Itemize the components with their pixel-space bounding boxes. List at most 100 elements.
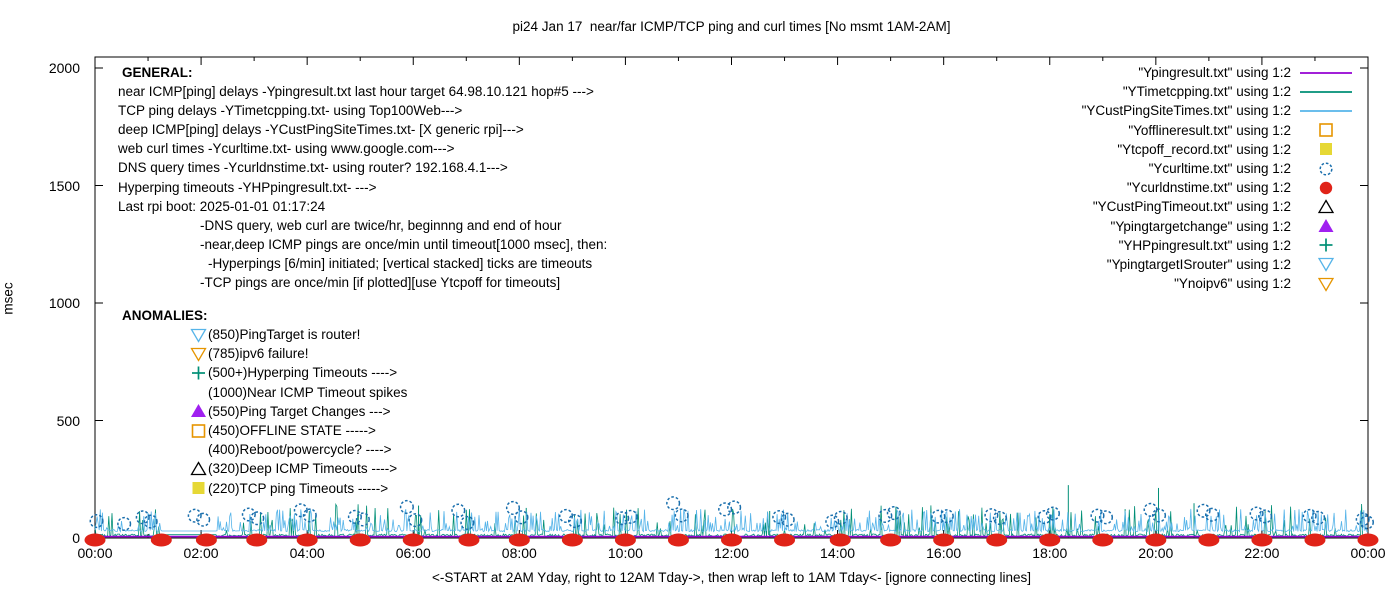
legend-square-filled-icon — [1297, 141, 1355, 157]
legend-entry: "Ycurltime.txt" using 1:2 — [1082, 159, 1355, 178]
curl-point — [1258, 509, 1273, 524]
general-line: DNS query times -Ycurldnstime.txt- using… — [118, 160, 508, 176]
anomaly-item: (220)TCP ping Timeouts -----> — [118, 479, 407, 498]
x-tick-label: 00:00 — [1350, 545, 1386, 561]
y-tick-label: 1000 — [48, 295, 80, 311]
general-line: deep ICMP[ping] delays -YCustPingSiteTim… — [118, 122, 524, 138]
curl-point — [460, 515, 475, 531]
anomaly-item: (320)Deep ICMP Timeouts ----> — [118, 459, 407, 478]
triangle-up-filled-icon — [1318, 219, 1334, 233]
curl-point — [399, 499, 414, 515]
anomaly-item: (550)Ping Target Changes ---> — [118, 402, 407, 421]
curl-point — [1098, 510, 1114, 525]
x-tick-label: 08:00 — [501, 545, 537, 561]
curl-point — [992, 510, 1007, 526]
anomaly-item: (850)PingTarget is router! — [118, 325, 407, 344]
curl-point — [780, 512, 795, 527]
anomaly-label: (220)TCP ping Timeouts -----> — [208, 480, 389, 496]
legend-square-open-icon — [1297, 122, 1355, 138]
y-tick-label: 0 — [72, 530, 80, 546]
legend: "Ypingresult.txt" using 1:2 "YTimetcpping… — [1082, 63, 1355, 293]
legend-triangle-up-filled-icon — [1297, 218, 1355, 234]
anomaly-item: (450)OFFLINE STATE -----> — [118, 421, 407, 440]
legend-circle-open-icon — [1297, 161, 1355, 177]
curl-point — [1249, 506, 1264, 521]
curl-point — [1355, 512, 1370, 527]
general-line: near ICMP[ping] delays -Ypingresult.txt … — [118, 84, 594, 100]
legend-entry: "Yofflineresult.txt" using 1:2 — [1082, 121, 1355, 140]
general-line: -TCP pings are once/min [if plotted][use… — [200, 275, 561, 291]
anomaly-label: (500+)Hyperping Timeouts ----> — [208, 365, 398, 381]
anomalies-heading: ANOMALIES: — [122, 308, 208, 323]
legend-entry: "Ytcpoff_record.txt" using 1:2 — [1082, 140, 1355, 159]
dns-point — [84, 533, 106, 547]
anomaly-label: (550)Ping Target Changes ---> — [208, 403, 391, 419]
anomaly-label: (1000)Near ICMP Timeout spikes — [208, 384, 408, 400]
blank-icon — [190, 442, 207, 458]
triangle-up-filled-icon — [191, 404, 206, 418]
dns-point — [1198, 533, 1220, 547]
general-line: Hyperping timeouts -YHPpingresult.txt- -… — [118, 179, 377, 195]
curl-point — [833, 510, 848, 525]
legend-line-icon — [1297, 65, 1355, 81]
legend-label: "Ytcpoff_record.txt" using 1:2 — [1117, 141, 1291, 157]
series-YCustPingSiteTimes.txt — [94, 508, 1369, 534]
curl-point — [772, 510, 787, 525]
y-tick-label: 1500 — [48, 177, 80, 194]
anomaly-label: (785)ipv6 failure! — [208, 346, 309, 362]
anomaly-square-open-icon — [190, 423, 207, 439]
square-open-icon — [1319, 123, 1333, 137]
anomaly-item: (500+)Hyperping Timeouts ----> — [118, 363, 407, 382]
anomaly-label: (450)OFFLINE STATE -----> — [208, 423, 376, 439]
curl-point — [623, 509, 638, 524]
legend-entry: "YHPpingresult.txt" using 1:2 — [1082, 236, 1355, 255]
curl-point — [558, 508, 574, 523]
anomalies-annotation-block: ANOMALIES: (850)PingTarget is router! (78… — [118, 306, 407, 498]
dns-point — [667, 533, 689, 547]
dns-point — [774, 533, 796, 547]
triangle-down-open-icon — [190, 347, 207, 362]
x-tick-label: 12:00 — [713, 545, 750, 561]
curl-point — [1196, 503, 1211, 518]
plus-icon — [192, 366, 205, 380]
curl-point — [347, 509, 362, 524]
general-line: Last rpi boot: 2025-01-01 01:17:24 — [118, 198, 326, 214]
curl-point — [241, 507, 256, 522]
dns-point — [986, 533, 1008, 547]
dns-point — [721, 533, 742, 547]
curl-point — [825, 514, 840, 529]
legend-line-icon — [1297, 84, 1355, 100]
circle-filled-icon — [1319, 181, 1333, 194]
curl-point — [615, 511, 630, 526]
anomaly-item: (785)ipv6 failure! — [118, 344, 407, 363]
legend-entry: "YpingtargetISrouter" using 1:2 — [1082, 255, 1355, 274]
triangle-up-open-icon — [1317, 199, 1335, 214]
dns-point — [1039, 533, 1061, 547]
x-tick-label: 06:00 — [395, 545, 431, 561]
legend-triangle-down-open-icon — [1297, 256, 1355, 273]
legend-label: "Ypingtargetchange" using 1:2 — [1110, 218, 1291, 234]
line-icon — [1300, 90, 1352, 93]
plus-icon — [1319, 238, 1333, 252]
triangle-up-open-icon — [190, 461, 207, 476]
legend-label: "Ynoipv6" using 1:2 — [1174, 276, 1291, 292]
dns-point — [561, 533, 583, 547]
square-filled-icon — [192, 482, 205, 495]
legend-label: "Ypingresult.txt" using 1:2 — [1138, 65, 1291, 81]
blank-icon — [190, 384, 207, 400]
curl-point — [293, 503, 308, 518]
curl-point — [143, 514, 158, 529]
curl-point — [727, 500, 742, 515]
curl-point — [1151, 508, 1167, 523]
anomaly-item: (400)Reboot/powercycle? ----> — [118, 440, 407, 459]
curl-point — [886, 506, 901, 521]
dns-point — [1357, 533, 1379, 547]
legend-label: "YTimetcpping.txt" using 1:2 — [1122, 84, 1291, 100]
curl-point — [451, 503, 466, 518]
curl-point — [1045, 506, 1060, 521]
legend-triangle-down-open-icon — [1297, 276, 1355, 292]
curl-point — [1359, 515, 1374, 530]
curl-point — [117, 516, 132, 531]
